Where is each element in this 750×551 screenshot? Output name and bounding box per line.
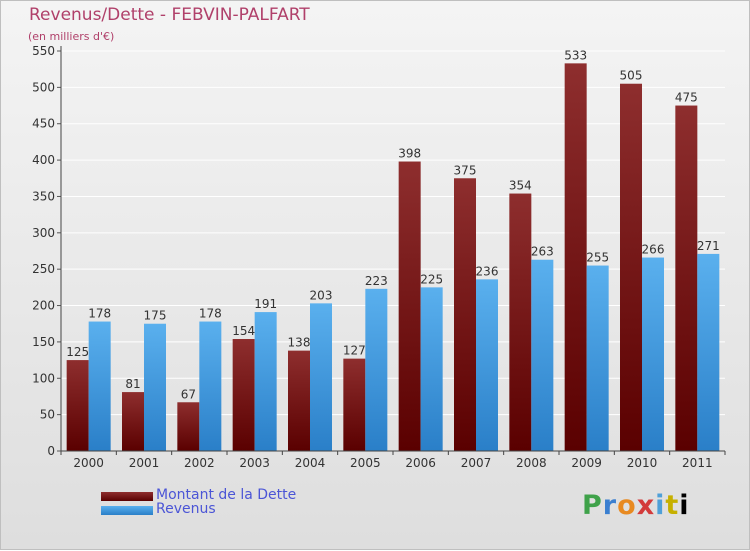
data-label-revenus: 191 [254, 297, 277, 311]
data-label-revenus: 203 [310, 288, 333, 302]
x-tick-label: 2009 [571, 456, 602, 470]
data-label-revenus: 178 [199, 307, 222, 321]
y-tick-label: 550 [32, 44, 55, 58]
y-tick-label: 200 [32, 299, 55, 313]
data-label-dette: 533 [564, 48, 587, 62]
bar-dette [288, 350, 310, 451]
bar-revenus [531, 259, 554, 451]
data-label-revenus: 225 [420, 272, 443, 286]
y-tick-label: 400 [32, 153, 55, 167]
data-label-dette: 67 [181, 387, 196, 401]
legend-swatch-dette [101, 492, 153, 501]
axes: 0 50 100 150 200 250 300 350 400 450 500 550 2000 200… [32, 44, 726, 470]
data-label-revenus: 263 [531, 245, 554, 259]
bar-revenus [199, 321, 222, 451]
bar-dette [509, 193, 532, 451]
y-tick-label: 450 [32, 117, 55, 131]
x-tick-label: 2008 [516, 456, 547, 470]
x-tick-label: 2003 [239, 456, 270, 470]
grid [61, 50, 725, 452]
x-tick-label: 2002 [184, 456, 215, 470]
chart-subtitle: (en milliers d'€) [28, 30, 115, 43]
bar-revenus [476, 279, 498, 451]
bar-dette [564, 63, 587, 451]
bar-dette [66, 360, 89, 451]
legend-swatch-revenus [101, 506, 153, 515]
bar-revenus [310, 303, 332, 451]
bar-dette [177, 402, 200, 451]
bar-dette [398, 161, 421, 451]
chart-title: Revenus/Dette - FEBVIN-PALFART [29, 5, 310, 25]
x-tick-label: 2011 [682, 456, 713, 470]
y-tick-label: 50 [40, 408, 55, 422]
bar-revenus [144, 323, 166, 451]
bar-dette [343, 358, 366, 451]
x-tick-label: 2006 [405, 456, 436, 470]
bar-revenus [642, 257, 664, 451]
bar-dette [232, 339, 255, 451]
y-tick-label: 150 [32, 335, 55, 349]
legend-label-revenus: Revenus [156, 501, 216, 517]
bar-revenus [254, 312, 277, 451]
y-tick-label: 500 [32, 80, 55, 94]
y-tick-label: 100 [32, 371, 55, 385]
data-label-revenus: 271 [697, 239, 720, 253]
bar-revenus [365, 288, 388, 451]
bar-revenus [586, 265, 609, 451]
data-label-revenus: 236 [476, 264, 499, 278]
x-tick-label: 2005 [350, 456, 381, 470]
x-tick-label: 2007 [461, 456, 492, 470]
x-tick-label: 2010 [627, 456, 658, 470]
data-label-dette: 125 [66, 345, 89, 359]
legend-label-dette: Montant de la Dette [156, 487, 297, 503]
bar-dette [122, 392, 144, 451]
data-label-dette: 354 [509, 179, 532, 193]
bar-dette [620, 83, 642, 452]
x-tick-label: 2000 [73, 456, 104, 470]
data-label-revenus: 255 [586, 251, 609, 265]
y-tick-label: 300 [32, 226, 55, 240]
data-label-dette: 375 [454, 163, 477, 177]
bars: 125 178 81 175 67 178 154 191 138 203 127 223 398 225… [66, 48, 720, 452]
data-label-dette: 475 [675, 91, 698, 105]
data-label-dette: 154 [232, 324, 255, 338]
bar-revenus [697, 253, 720, 451]
bar-revenus [420, 287, 443, 451]
bar-revenus [88, 321, 111, 451]
data-label-dette: 138 [288, 336, 311, 350]
data-label-dette: 505 [620, 69, 643, 83]
y-tick-label: 350 [32, 189, 55, 203]
y-tick-label: 250 [32, 262, 55, 276]
x-tick-label: 2004 [295, 456, 326, 470]
x-tick-label: 2001 [129, 456, 160, 470]
data-label-revenus: 266 [642, 243, 665, 257]
y-tick-label: 0 [47, 444, 55, 458]
bar-dette [675, 105, 698, 451]
data-label-revenus: 223 [365, 274, 388, 288]
data-label-revenus: 175 [144, 309, 167, 323]
data-label-dette: 81 [125, 377, 140, 391]
proxiti-logo: Proxiti [582, 490, 690, 521]
data-label-dette: 127 [343, 344, 366, 358]
bar-dette [454, 178, 476, 452]
data-label-dette: 398 [398, 147, 421, 161]
data-label-revenus: 178 [88, 307, 111, 321]
